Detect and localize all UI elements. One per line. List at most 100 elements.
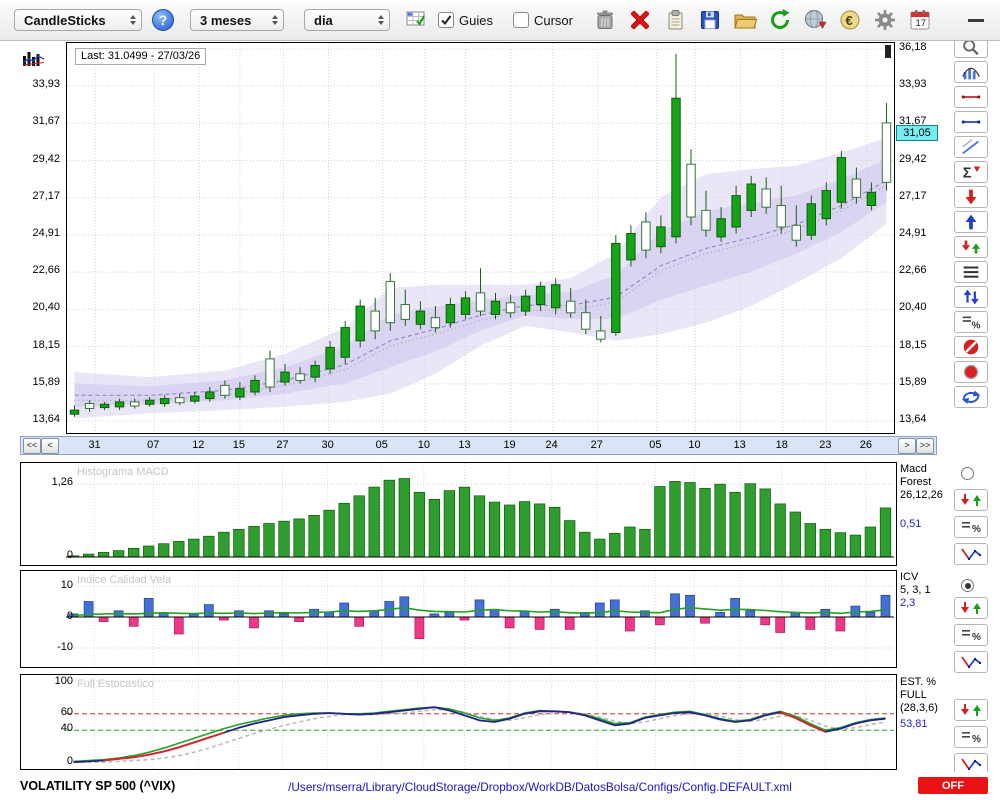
symbol-label: VOLATILITY SP 500 (^VIX) [20, 779, 176, 793]
scroll-last-button[interactable]: >> [916, 438, 934, 454]
svg-text:Σ: Σ [963, 166, 972, 182]
axis-tick-label: 24,91 [32, 227, 60, 239]
macd-panel[interactable]: Histograma MACD 1,26 0 [20, 462, 897, 566]
timeframe-value: dia [314, 12, 333, 28]
red-line-tool-button[interactable] [954, 86, 988, 108]
date-label: 27 [590, 439, 603, 451]
icv-panel[interactable]: Indice Calidad Vela 10 0 -10 [20, 570, 897, 668]
checkbox-checked-icon [438, 12, 454, 28]
icv-signals-button[interactable] [954, 597, 988, 619]
icv-bar-chart [66, 571, 894, 667]
download-globe-button[interactable] [801, 6, 829, 34]
last-price-label: Last: 31.0499 - 27/03/26 [75, 48, 207, 65]
signal-arrows-icon [961, 704, 981, 716]
scroll-prev-button[interactable]: < [41, 438, 59, 454]
axis-tick-label: 15,89 [32, 375, 60, 388]
trash-icon [596, 10, 613, 29]
macd-params: 26,12,26 [900, 489, 943, 501]
sort-button[interactable] [954, 286, 988, 308]
stoch-signals-button[interactable] [954, 699, 988, 721]
list-button[interactable] [954, 261, 988, 283]
chart-type-select[interactable]: CandleSticks [14, 9, 142, 31]
window-dash-icon[interactable] [968, 18, 984, 22]
guies-checkbox[interactable]: Guies [438, 12, 493, 28]
axis-tick-label: 33,93 [899, 78, 927, 91]
calendar-button[interactable]: 17 [906, 6, 934, 34]
zigzag-check-icon [961, 656, 981, 668]
signal-arrows-icon [961, 602, 981, 614]
distribution-chart-icon [962, 67, 980, 80]
euro-globe-button[interactable]: € [836, 6, 864, 34]
help-button[interactable]: ? [152, 9, 174, 31]
checkbox-empty-icon [512, 12, 529, 28]
timeframe-select[interactable]: dia [304, 9, 390, 31]
blue-line-icon [961, 120, 981, 124]
date-label: 23 [819, 439, 832, 451]
axis-tick-label: 18,15 [899, 338, 927, 351]
date-label: 24 [545, 439, 558, 451]
arrow-up-blue-icon [965, 214, 977, 230]
stoch-subtitle: FULL [900, 689, 927, 701]
stoch-percent-button[interactable]: % [954, 726, 988, 748]
download-globe-icon [804, 9, 827, 30]
macd-watermark: Histograma MACD [77, 466, 169, 478]
icv-radio[interactable] [961, 579, 974, 592]
arrow-up-button[interactable] [954, 211, 988, 233]
delete-button[interactable] [626, 6, 654, 34]
settings-button[interactable] [871, 6, 899, 34]
record-button[interactable] [954, 361, 988, 383]
grid-settings-button[interactable] [402, 6, 430, 34]
macd-signals-button[interactable] [954, 489, 988, 511]
sync-button[interactable] [954, 386, 988, 408]
percent-tool-button[interactable]: % [954, 311, 988, 333]
stochastic-panel[interactable]: Full Estocastico 100 60 40 0 [20, 674, 897, 770]
macd-title: Macd [900, 463, 927, 475]
signal-arrows-icon [961, 494, 981, 506]
period-select[interactable]: 3 meses [190, 9, 284, 31]
date-label: 13 [733, 439, 746, 451]
trash-button[interactable] [591, 6, 619, 34]
zigzag-check-icon [961, 758, 981, 770]
date-label: 27 [276, 439, 289, 451]
scroll-next-button[interactable]: > [898, 438, 916, 454]
icv-curve-button[interactable] [954, 651, 988, 673]
red-line-icon [961, 95, 981, 99]
axis-tick-label: 29,42 [899, 152, 927, 165]
distribution-button[interactable] [954, 61, 988, 83]
volume-chart-button[interactable] [22, 50, 46, 68]
signals-button[interactable] [954, 236, 988, 258]
period-value: 3 meses [200, 12, 252, 28]
scroll-first-button[interactable]: << [23, 438, 41, 454]
stoch-watermark: Full Estocastico [77, 678, 155, 690]
save-button[interactable] [696, 6, 724, 34]
select-arrows-icon [272, 14, 278, 26]
refresh-button[interactable] [766, 6, 794, 34]
axis-tick-label: 29,42 [32, 152, 60, 165]
trend-lines-button[interactable] [954, 136, 988, 158]
off-toggle-button[interactable]: OFF [918, 777, 988, 794]
open-folder-button[interactable] [731, 6, 759, 34]
blue-line-tool-button[interactable] [954, 111, 988, 133]
macd-percent-button[interactable]: % [954, 516, 988, 538]
guies-label: Guies [459, 12, 493, 28]
sum-tool-button[interactable]: Σ [954, 161, 988, 183]
macd-value: 0,51 [900, 518, 922, 530]
copy-button[interactable] [661, 6, 689, 34]
main-chart-plot[interactable]: Last: 31.0499 - 27/03/26 [66, 42, 895, 434]
cursor-checkbox[interactable]: Cursor [512, 12, 573, 28]
arrow-down-red-icon [965, 189, 977, 205]
macd-curve-button[interactable] [954, 543, 988, 565]
zoom-button[interactable] [954, 36, 988, 58]
svg-text:%: % [972, 734, 981, 745]
svg-text:17: 17 [915, 18, 926, 29]
forbidden-button[interactable] [954, 336, 988, 358]
macd-histogram-chart [66, 463, 894, 563]
arrow-down-button[interactable] [954, 186, 988, 208]
svg-text:%: % [972, 632, 981, 643]
axis-tick-label: 36,18 [899, 41, 927, 53]
axis-tick-label: 27,17 [899, 189, 927, 202]
percent-lines-icon: % [962, 732, 981, 745]
macd-radio[interactable] [961, 467, 974, 480]
toolbar: CandleSticks ? 3 meses dia [0, 0, 1000, 41]
icv-percent-button[interactable]: % [954, 624, 988, 646]
